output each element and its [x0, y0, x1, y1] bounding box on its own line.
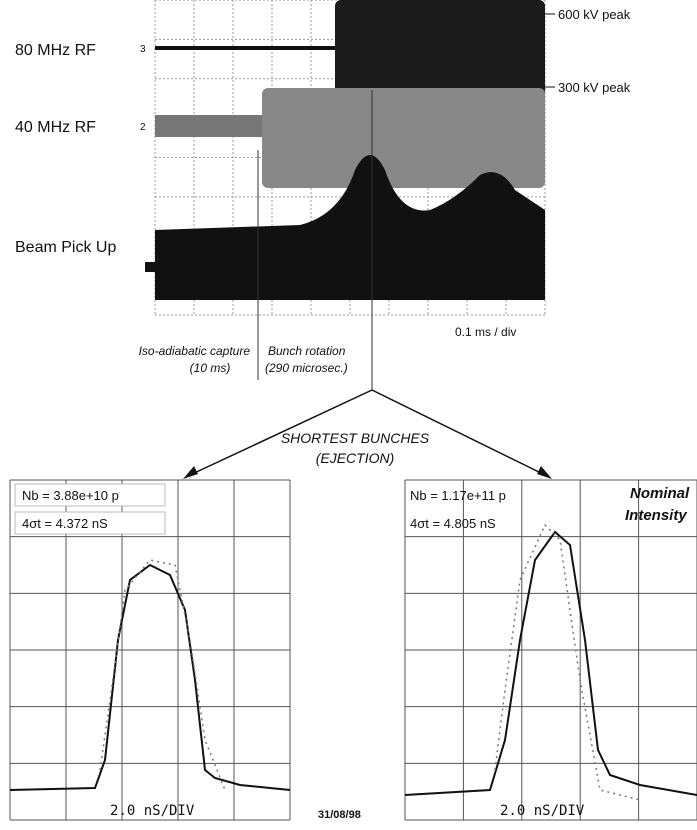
- arrowhead: [183, 466, 552, 479]
- ch3-burst: [335, 0, 545, 97]
- label: Intensity: [625, 507, 687, 524]
- label: 31/08/98: [318, 809, 361, 821]
- panel-grid: [405, 480, 697, 820]
- label: Nb = 3.88e+10 p: [22, 488, 119, 503]
- label: (290 microsec.): [265, 361, 348, 375]
- pulse: [10, 565, 290, 790]
- label: 0.1 ms / div: [455, 325, 516, 339]
- label: 2: [140, 122, 146, 133]
- label: 300 kV peak: [558, 80, 631, 95]
- figure: 600 kV peak 300 kV peak 80 MHz RF 40 MHz…: [0, 0, 697, 830]
- label: 40 MHz RF: [15, 119, 96, 136]
- label: 2.0 nS/DIV: [110, 803, 195, 819]
- label: 4σt = 4.805 nS: [410, 516, 496, 531]
- label: Iso-adiabatic capture: [139, 344, 251, 358]
- page: 600 kV peak 300 kV peak 80 MHz RF 40 MHz…: [0, 0, 697, 830]
- label: Nb = 1.17e+11 p: [410, 488, 506, 503]
- label: (EJECTION): [316, 450, 395, 466]
- label: Nominal: [630, 485, 690, 502]
- ch2-burst: [262, 88, 545, 188]
- label: Bunch rotation: [268, 344, 346, 358]
- label: 1: [146, 263, 151, 273]
- label: 4σt = 4.372 nS: [22, 516, 108, 531]
- ch2-trace: [155, 115, 263, 137]
- label: (10 ms): [190, 361, 231, 375]
- label: 3: [140, 44, 146, 55]
- label: Beam Pick Up: [15, 239, 116, 256]
- pulse: [405, 532, 697, 795]
- pulse-fit: [100, 560, 225, 790]
- label: SHORTEST BUNCHES: [281, 430, 430, 446]
- label: 600 kV peak: [558, 7, 631, 22]
- label: 2.0 nS/DIV: [500, 803, 585, 819]
- label: 80 MHz RF: [15, 42, 96, 59]
